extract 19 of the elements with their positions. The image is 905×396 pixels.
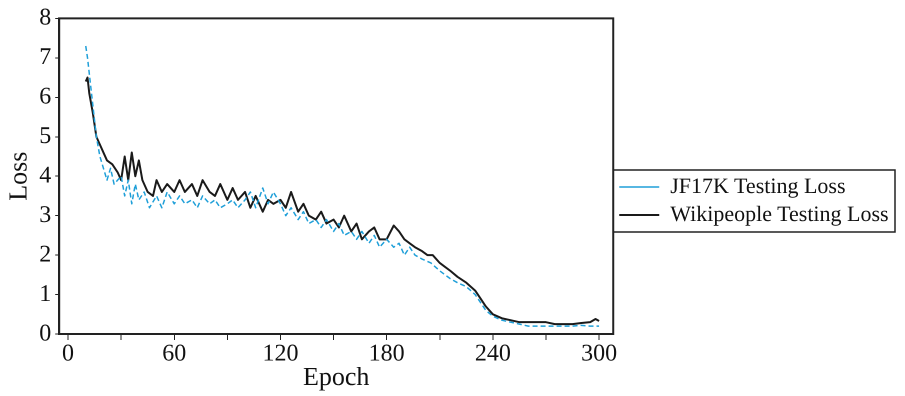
- x-tick-label: 0: [62, 340, 74, 367]
- y-tick-label: 1: [39, 280, 52, 307]
- y-tick-label: 3: [39, 202, 52, 228]
- x-tick-label: 120: [262, 340, 298, 367]
- x-tick-label: 180: [368, 340, 405, 367]
- legend-label: JF17K Testing Loss: [670, 172, 846, 198]
- x-tick-label: 240: [474, 340, 511, 367]
- y-axis-title: Loss: [3, 152, 32, 201]
- y-tick-label: 0: [39, 320, 52, 346]
- y-tick-label: 8: [39, 4, 52, 31]
- y-tick-label: 5: [39, 123, 52, 150]
- x-tick-label: 300: [581, 340, 618, 367]
- x-axis-title: Epoch: [303, 362, 370, 392]
- legend-label: Wikipeople Testing Loss: [670, 200, 889, 226]
- y-tick-label: 6: [39, 84, 52, 110]
- y-tick-label: 2: [39, 241, 52, 268]
- y-tick-label: 7: [39, 44, 52, 70]
- y-tick-label: 4: [39, 162, 52, 188]
- x-tick-label: 60: [162, 340, 186, 367]
